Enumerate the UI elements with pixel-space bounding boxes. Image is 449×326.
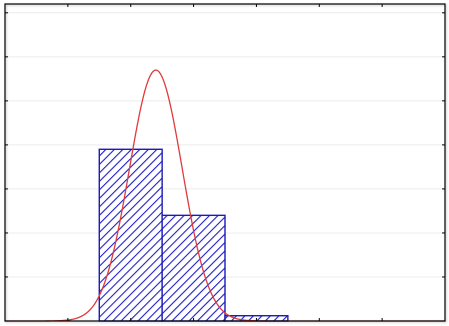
histogram-bar — [99, 149, 162, 321]
